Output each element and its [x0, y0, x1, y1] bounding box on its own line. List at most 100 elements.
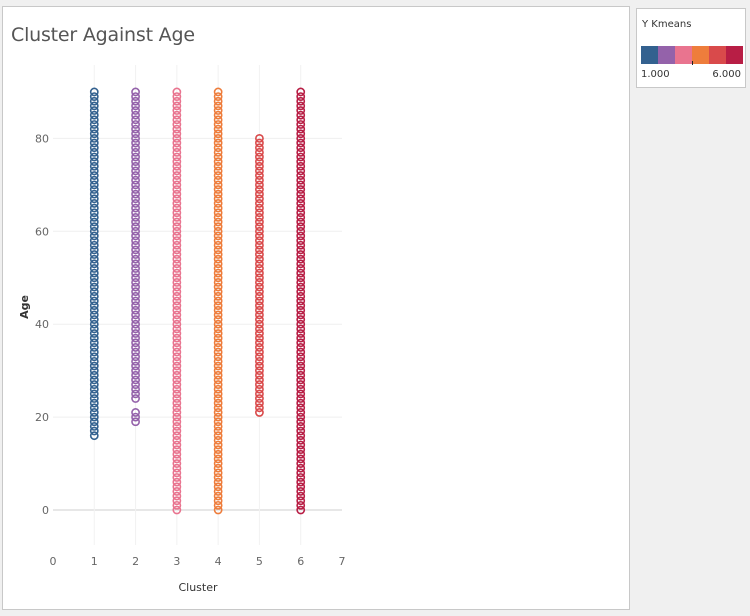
- data-point: [213, 287, 223, 297]
- data-point: [89, 324, 99, 334]
- data-point: [296, 259, 306, 269]
- data-point: [172, 301, 182, 311]
- data-point: [89, 412, 99, 422]
- data-point: [213, 194, 223, 204]
- data-point: [296, 505, 306, 515]
- data-point: [131, 273, 140, 283]
- data-point: [89, 319, 99, 329]
- legend-swatch-2: [658, 46, 675, 64]
- data-point: [131, 352, 140, 362]
- data-point: [296, 240, 306, 250]
- data-point: [131, 389, 140, 399]
- data-point: [255, 264, 264, 273]
- data-point: [131, 161, 140, 171]
- data-point: [172, 463, 182, 473]
- data-point: [255, 171, 264, 180]
- data-point: [89, 254, 99, 264]
- data-point: [89, 236, 99, 245]
- data-point: [213, 106, 223, 115]
- data-point: [131, 138, 140, 148]
- data-point: [213, 398, 223, 408]
- data-point: [172, 338, 182, 348]
- data-point: [131, 129, 140, 139]
- data-point: [296, 477, 306, 487]
- data-point: [296, 87, 306, 97]
- data-point: [213, 203, 223, 213]
- data-point: [131, 226, 140, 236]
- data-point: [89, 250, 99, 259]
- data-point: [172, 287, 182, 297]
- data-point: [213, 370, 223, 380]
- data-point: [89, 231, 99, 241]
- data-point: [296, 208, 306, 218]
- data-point: [296, 277, 306, 287]
- data-point: [131, 277, 140, 287]
- data-point: [131, 166, 140, 176]
- data-point: [255, 194, 264, 204]
- data-point: [213, 384, 223, 394]
- data-point: [172, 161, 182, 171]
- data-point: [255, 133, 264, 143]
- data-point: [296, 161, 306, 171]
- data-point: [296, 403, 306, 413]
- data-point: [255, 212, 264, 222]
- data-point: [131, 212, 140, 222]
- data-point: [255, 384, 264, 394]
- data-point: [213, 185, 223, 194]
- data-point: [131, 101, 140, 111]
- data-point: [255, 361, 264, 371]
- data-point: [213, 115, 223, 125]
- data-point: [131, 282, 140, 292]
- data-point: [213, 333, 223, 343]
- data-point: [213, 110, 223, 120]
- data-point: [172, 394, 182, 403]
- data-point: [296, 491, 306, 501]
- data-point: [296, 319, 306, 329]
- data-point: [131, 356, 140, 366]
- data-point: [131, 194, 140, 204]
- data-point: [296, 194, 306, 204]
- data-point: [89, 333, 99, 343]
- data-point: [89, 157, 99, 167]
- data-point: [89, 147, 99, 157]
- data-point: [89, 315, 99, 324]
- data-point: [89, 212, 99, 222]
- data-point: [131, 147, 140, 157]
- data-point: [213, 268, 223, 278]
- data-point: [172, 431, 182, 441]
- data-point: [131, 347, 140, 357]
- data-point: [296, 389, 306, 399]
- data-point: [172, 384, 182, 394]
- data-point: [296, 147, 306, 157]
- data-point: [255, 296, 264, 306]
- data-point: [213, 491, 223, 501]
- data-point: [172, 389, 182, 399]
- data-point: [296, 449, 306, 459]
- data-point: [213, 417, 223, 427]
- data-point: [89, 245, 99, 255]
- data-point: [172, 147, 182, 157]
- data-point: [255, 175, 264, 185]
- data-point: [296, 310, 306, 320]
- data-point: [213, 245, 223, 255]
- data-point: [213, 421, 223, 431]
- data-point: [89, 398, 99, 408]
- data-point: [131, 287, 140, 297]
- data-point: [172, 120, 182, 129]
- data-point: [89, 329, 99, 338]
- data-point: [296, 226, 306, 236]
- data-point: [172, 412, 182, 422]
- data-point: [296, 291, 306, 301]
- data-point: [89, 352, 99, 362]
- data-point: [213, 408, 223, 417]
- data-point: [296, 143, 306, 153]
- data-point: [255, 138, 264, 148]
- data-point: [89, 133, 99, 143]
- data-point: [131, 189, 140, 199]
- data-point: [213, 449, 223, 459]
- data-point: [213, 152, 223, 162]
- data-point: [172, 356, 182, 366]
- data-point: [296, 454, 306, 464]
- data-point: [172, 217, 182, 227]
- data-point: [172, 203, 182, 213]
